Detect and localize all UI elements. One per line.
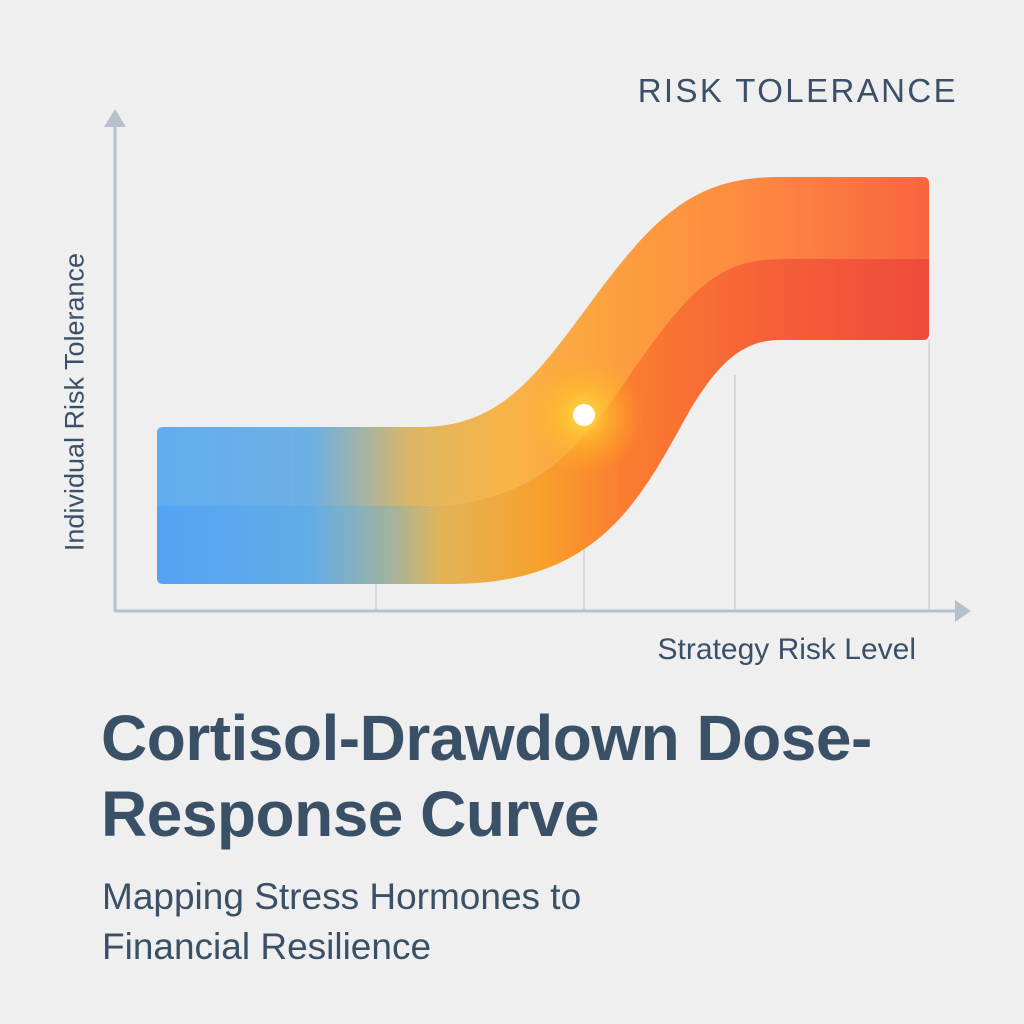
lower-band (157, 259, 929, 584)
x-axis-arrow-icon (955, 600, 971, 622)
chart-title-text: Cortisol-Drawdown Dose-Response Curve (101, 702, 872, 850)
chart-subtitle: Mapping Stress Hormones to Financial Res… (102, 872, 682, 972)
y-axis-arrow-icon (104, 109, 126, 127)
chart-title: Cortisol-Drawdown Dose-Response Curve (101, 700, 931, 852)
chart-subtitle-text: Mapping Stress Hormones to Financial Res… (102, 876, 582, 967)
axes (113, 118, 960, 613)
dose-response-chart (104, 109, 971, 622)
inflection-point-marker[interactable] (573, 404, 595, 426)
corner-label: RISK TOLERANCE (637, 72, 958, 109)
y-axis-label: Individual Risk Tolerance (59, 252, 90, 552)
upper-band (157, 177, 929, 506)
x-axis-label: Strategy Risk Level (657, 633, 916, 666)
